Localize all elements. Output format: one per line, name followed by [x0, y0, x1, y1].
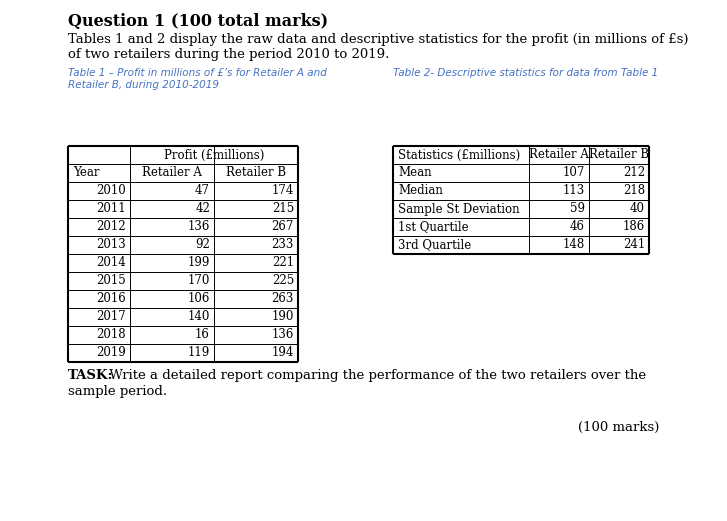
Text: 47: 47	[195, 184, 210, 197]
Text: 225: 225	[272, 275, 294, 288]
Text: 215: 215	[272, 203, 294, 216]
Text: Table 1 – Profit in millions of £’s for Retailer A and: Table 1 – Profit in millions of £’s for …	[68, 68, 327, 78]
Text: Retailer B: Retailer B	[226, 167, 286, 180]
Text: Profit (£millions): Profit (£millions)	[164, 148, 264, 162]
Text: 2014: 2014	[96, 256, 126, 269]
Text: 2011: 2011	[97, 203, 126, 216]
Text: 2019: 2019	[96, 346, 126, 359]
Text: of two retailers during the period 2010 to 2019.: of two retailers during the period 2010 …	[68, 48, 390, 61]
Text: 194: 194	[272, 346, 294, 359]
Text: 170: 170	[188, 275, 210, 288]
Text: Year: Year	[73, 167, 100, 180]
Text: 267: 267	[272, 220, 294, 233]
Text: 92: 92	[195, 239, 210, 252]
Text: 140: 140	[188, 311, 210, 324]
Text: Mean: Mean	[398, 167, 432, 180]
Text: 16: 16	[195, 329, 210, 341]
Text: TASK:: TASK:	[68, 369, 113, 382]
Text: 233: 233	[272, 239, 294, 252]
Text: 221: 221	[272, 256, 294, 269]
Text: 1st Quartile: 1st Quartile	[398, 220, 469, 233]
Text: 218: 218	[623, 184, 645, 197]
Text: 106: 106	[188, 292, 210, 305]
Text: 2015: 2015	[96, 275, 126, 288]
Text: Retailer A: Retailer A	[142, 167, 202, 180]
Text: 263: 263	[272, 292, 294, 305]
Text: 190: 190	[272, 311, 294, 324]
Text: Write a detailed report comparing the performance of the two retailers over the: Write a detailed report comparing the pe…	[105, 369, 646, 382]
Text: Median: Median	[398, 184, 443, 197]
Text: sample period.: sample period.	[68, 385, 167, 398]
Text: Question 1 (100 total marks): Question 1 (100 total marks)	[68, 13, 328, 30]
Text: 148: 148	[563, 239, 585, 252]
Text: 113: 113	[563, 184, 585, 197]
Text: 59: 59	[570, 203, 585, 216]
Text: 40: 40	[630, 203, 645, 216]
Text: 119: 119	[188, 346, 210, 359]
Text: 174: 174	[272, 184, 294, 197]
Text: Table 2- Descriptive statistics for data from Table 1: Table 2- Descriptive statistics for data…	[393, 68, 658, 78]
Text: 136: 136	[188, 220, 210, 233]
Text: 42: 42	[195, 203, 210, 216]
Text: 2018: 2018	[97, 329, 126, 341]
Text: 2016: 2016	[96, 292, 126, 305]
Text: 46: 46	[570, 220, 585, 233]
Text: 107: 107	[563, 167, 585, 180]
Text: 136: 136	[272, 329, 294, 341]
Text: 3rd Quartile: 3rd Quartile	[398, 239, 471, 252]
Text: 2013: 2013	[96, 239, 126, 252]
Text: 186: 186	[623, 220, 645, 233]
Text: 212: 212	[623, 167, 645, 180]
Text: Tables 1 and 2 display the raw data and descriptive statistics for the profit (i: Tables 1 and 2 display the raw data and …	[68, 33, 688, 46]
Text: (100 marks): (100 marks)	[578, 421, 659, 434]
Text: 2010: 2010	[96, 184, 126, 197]
Text: Statistics (£millions): Statistics (£millions)	[398, 148, 521, 162]
Text: 241: 241	[623, 239, 645, 252]
Text: Retailer B, during 2010-2019: Retailer B, during 2010-2019	[68, 80, 219, 90]
Text: Retailer B: Retailer B	[589, 148, 649, 162]
Text: 199: 199	[188, 256, 210, 269]
Text: 2012: 2012	[97, 220, 126, 233]
Text: Retailer A: Retailer A	[529, 148, 589, 162]
Text: Sample St Deviation: Sample St Deviation	[398, 203, 520, 216]
Text: 2017: 2017	[96, 311, 126, 324]
